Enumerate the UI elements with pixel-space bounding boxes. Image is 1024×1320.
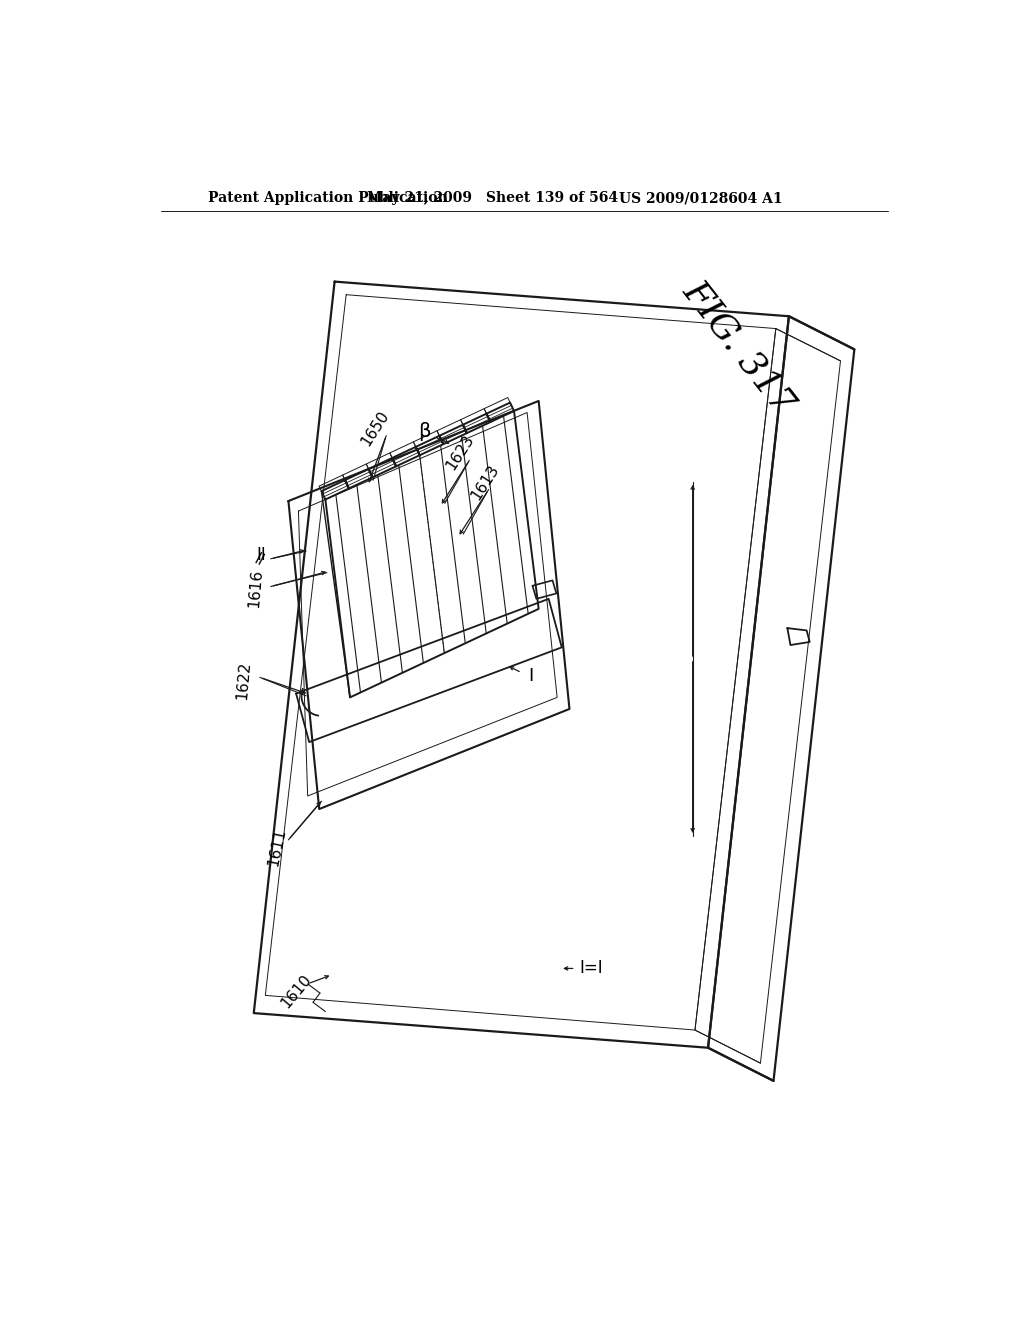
Text: Sheet 139 of 564: Sheet 139 of 564 bbox=[486, 191, 618, 206]
Text: Patent Application Publication: Patent Application Publication bbox=[208, 191, 447, 206]
Text: 1613: 1613 bbox=[468, 462, 502, 502]
Text: US 2009/0128604 A1: US 2009/0128604 A1 bbox=[618, 191, 782, 206]
Text: β: β bbox=[419, 422, 431, 441]
Text: 1610: 1610 bbox=[278, 972, 314, 1011]
Text: 1622: 1622 bbox=[234, 660, 253, 701]
Text: II: II bbox=[257, 546, 266, 564]
Text: 1616: 1616 bbox=[246, 568, 264, 609]
Text: I: I bbox=[528, 667, 534, 685]
Text: May 21, 2009: May 21, 2009 bbox=[367, 191, 472, 206]
Text: I=I: I=I bbox=[580, 960, 603, 977]
Text: 1650: 1650 bbox=[358, 408, 392, 449]
Text: 1623: 1623 bbox=[443, 432, 477, 473]
Text: FIG. 317: FIG. 317 bbox=[677, 275, 801, 420]
Text: 1611: 1611 bbox=[265, 828, 288, 869]
